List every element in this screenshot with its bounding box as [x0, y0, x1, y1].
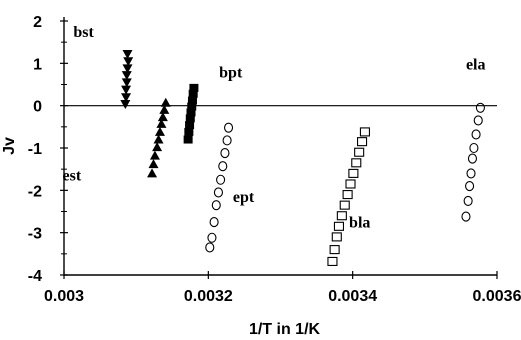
data-point — [123, 57, 134, 67]
y-tick-label: 1 — [33, 56, 42, 73]
data-point — [463, 195, 473, 206]
y-tick-label: -2 — [28, 183, 42, 200]
data-point — [120, 99, 131, 109]
data-point — [122, 64, 133, 74]
data-point — [121, 93, 132, 103]
data-point — [160, 97, 171, 107]
data-point — [185, 121, 195, 130]
data-point — [147, 168, 158, 178]
y-axis-title: Jv — [1, 137, 18, 155]
x-axis-title: 1/T in 1/K — [249, 321, 321, 338]
data-point — [216, 174, 226, 185]
data-point — [187, 96, 197, 105]
data-point — [122, 50, 133, 60]
data-point — [342, 190, 353, 200]
data-point — [354, 147, 365, 157]
data-point — [159, 104, 170, 114]
data-point — [121, 78, 132, 88]
data-marks — [120, 50, 485, 267]
data-point — [207, 232, 217, 243]
data-point — [154, 126, 165, 136]
data-point — [185, 114, 195, 123]
annotation-ela: ela — [466, 57, 486, 74]
data-point — [205, 242, 215, 253]
data-point — [223, 122, 234, 133]
data-point — [351, 158, 362, 168]
y-tick-label: -3 — [28, 226, 42, 243]
x-tick-label: 0.0036 — [473, 288, 521, 305]
data-point — [471, 129, 481, 140]
annotation-bla: bla — [349, 215, 370, 232]
x-tick-label: 0.0032 — [184, 288, 233, 305]
data-point — [466, 168, 476, 179]
data-point — [359, 127, 370, 137]
axes: 2 1 0 -1 -2 -3 -40.003 0.0032 0.0034 0.0036 1/T in… — [1, 14, 521, 338]
data-point — [220, 148, 230, 159]
data-point — [333, 221, 345, 231]
data-point — [218, 161, 228, 172]
data-point — [339, 200, 350, 210]
data-point — [148, 159, 159, 169]
data-point — [473, 115, 483, 126]
annotation-est: est — [63, 168, 82, 185]
data-point — [222, 135, 232, 146]
data-point — [189, 83, 199, 92]
data-point — [157, 112, 168, 122]
data-point — [465, 181, 475, 192]
data-point — [213, 187, 223, 198]
data-point — [186, 108, 196, 117]
data-point — [121, 71, 132, 81]
data-point — [469, 142, 479, 154]
data-point — [183, 135, 193, 144]
y-tick-label: 2 — [33, 14, 42, 31]
data-point — [153, 134, 164, 144]
data-point — [467, 153, 478, 164]
data-point — [331, 232, 342, 242]
data-point — [209, 217, 219, 228]
annotation-labels: bst bpt ela est ept bla — [63, 24, 486, 232]
data-point — [348, 168, 359, 178]
data-point — [156, 118, 167, 128]
data-point — [188, 89, 198, 98]
annotation-bpt: bpt — [219, 64, 243, 81]
data-point — [152, 142, 163, 152]
x-tick-label: 0.0034 — [328, 288, 377, 305]
data-point — [184, 127, 194, 136]
data-point — [149, 150, 160, 160]
data-point — [211, 200, 221, 211]
data-point — [121, 85, 132, 95]
data-point — [336, 211, 347, 221]
y-tick-label: -4 — [28, 268, 42, 285]
annotation-bst: bst — [73, 24, 94, 41]
data-point — [475, 102, 485, 113]
data-point — [187, 102, 197, 111]
data-point — [345, 179, 356, 189]
annotation-ept: ept — [233, 189, 255, 206]
data-point — [329, 245, 340, 255]
x-tick-label: 0.003 — [44, 288, 84, 305]
y-tick-label: -1 — [28, 141, 42, 158]
data-point — [356, 137, 368, 147]
data-point — [327, 256, 338, 267]
data-point — [461, 211, 471, 222]
y-tick-label: 0 — [33, 99, 42, 116]
